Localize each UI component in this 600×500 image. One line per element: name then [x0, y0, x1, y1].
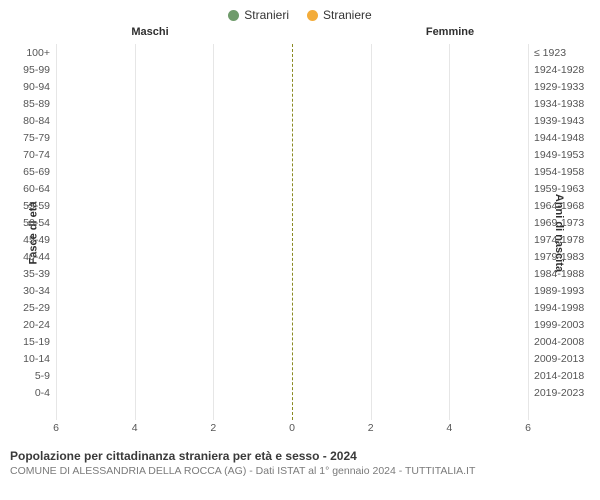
age-label: 0-4	[10, 387, 50, 399]
male-swatch	[228, 10, 239, 21]
legend-label: Straniere	[323, 8, 372, 22]
year-label: 1999-2003	[534, 319, 590, 331]
panel-title-male: Maschi	[0, 26, 300, 38]
year-label: 2019-2023	[534, 387, 590, 399]
chart-row: 80-841939-1943	[56, 112, 528, 129]
chart-row: 70-741949-1953	[56, 146, 528, 163]
year-label: 2009-2013	[534, 353, 590, 365]
year-label: 1979-1983	[534, 251, 590, 263]
age-label: 70-74	[10, 149, 50, 161]
age-label: 75-79	[10, 132, 50, 144]
age-label: 35-39	[10, 268, 50, 280]
chart-row: 15-192004-2008	[56, 333, 528, 350]
panel-title-female: Femmine	[300, 26, 600, 38]
year-label: 1964-1968	[534, 200, 590, 212]
age-label: 90-94	[10, 81, 50, 93]
plot: 100+≤ 192395-991924-192890-941929-193385…	[56, 44, 528, 420]
chart-row: 30-341989-1993	[56, 282, 528, 299]
year-label: 1924-1928	[534, 64, 590, 76]
x-tick: 0	[289, 422, 295, 434]
year-label: 1969-1973	[534, 217, 590, 229]
age-label: 40-44	[10, 251, 50, 263]
age-label: 60-64	[10, 183, 50, 195]
legend-item-female: Straniere	[307, 8, 372, 22]
age-label: 85-89	[10, 98, 50, 110]
x-tick: 6	[525, 422, 531, 434]
x-tick: 2	[210, 422, 216, 434]
female-swatch	[307, 10, 318, 21]
chart-row: 95-991924-1928	[56, 61, 528, 78]
age-label: 95-99	[10, 64, 50, 76]
year-label: 1944-1948	[534, 132, 590, 144]
legend-label: Stranieri	[244, 8, 289, 22]
year-label: 1929-1933	[534, 81, 590, 93]
year-label: 1959-1963	[534, 183, 590, 195]
chart-row: 40-441979-1983	[56, 248, 528, 265]
chart-row: 25-291994-1998	[56, 299, 528, 316]
chart-row: 65-691954-1958	[56, 163, 528, 180]
x-tick: 4	[446, 422, 452, 434]
chart-row: 85-891934-1938	[56, 95, 528, 112]
age-label: 25-29	[10, 302, 50, 314]
age-label: 80-84	[10, 115, 50, 127]
year-label: 2014-2018	[534, 370, 590, 382]
footer: Popolazione per cittadinanza straniera p…	[0, 442, 600, 477]
legend-item-male: Stranieri	[228, 8, 289, 22]
x-tick: 2	[368, 422, 374, 434]
chart-row: 50-541969-1973	[56, 214, 528, 231]
chart-row: 75-791944-1948	[56, 129, 528, 146]
x-tick: 6	[53, 422, 59, 434]
year-label: 2004-2008	[534, 336, 590, 348]
year-label: 1954-1958	[534, 166, 590, 178]
year-label: 1949-1953	[534, 149, 590, 161]
chart-row: 55-591964-1968	[56, 197, 528, 214]
age-label: 15-19	[10, 336, 50, 348]
chart-row: 35-391984-1988	[56, 265, 528, 282]
chart-row: 45-491974-1978	[56, 231, 528, 248]
legend: Stranieri Straniere	[0, 0, 600, 24]
year-label: 1984-1988	[534, 268, 590, 280]
chart-row: 60-641959-1963	[56, 180, 528, 197]
year-label: 1939-1943	[534, 115, 590, 127]
chart-row: 5-92014-2018	[56, 367, 528, 384]
age-label: 50-54	[10, 217, 50, 229]
age-label: 45-49	[10, 234, 50, 246]
year-label: 1974-1978	[534, 234, 590, 246]
footer-title: Popolazione per cittadinanza straniera p…	[10, 449, 590, 463]
age-label: 20-24	[10, 319, 50, 331]
age-label: 30-34	[10, 285, 50, 297]
chart-row: 100+≤ 1923	[56, 44, 528, 61]
year-label: 1934-1938	[534, 98, 590, 110]
age-label: 100+	[10, 47, 50, 59]
chart-row: 90-941929-1933	[56, 78, 528, 95]
chart-row: 0-42019-2023	[56, 384, 528, 401]
age-label: 55-59	[10, 200, 50, 212]
footer-subtitle: COMUNE DI ALESSANDRIA DELLA ROCCA (AG) -…	[10, 465, 590, 477]
age-label: 10-14	[10, 353, 50, 365]
chart-row: 10-142009-2013	[56, 350, 528, 367]
year-label: 1994-1998	[534, 302, 590, 314]
year-label: ≤ 1923	[534, 47, 590, 59]
chart-wrapper: Stranieri Straniere Maschi Femmine Fasce…	[0, 0, 600, 500]
chart-area: Maschi Femmine Fasce di età Anni di nasc…	[0, 24, 600, 442]
gridline	[528, 44, 529, 420]
age-label: 65-69	[10, 166, 50, 178]
x-tick: 4	[132, 422, 138, 434]
x-ticks: 6 4 2 0 2 4 6	[56, 422, 528, 438]
year-label: 1989-1993	[534, 285, 590, 297]
chart-row: 20-241999-2003	[56, 316, 528, 333]
age-label: 5-9	[10, 370, 50, 382]
